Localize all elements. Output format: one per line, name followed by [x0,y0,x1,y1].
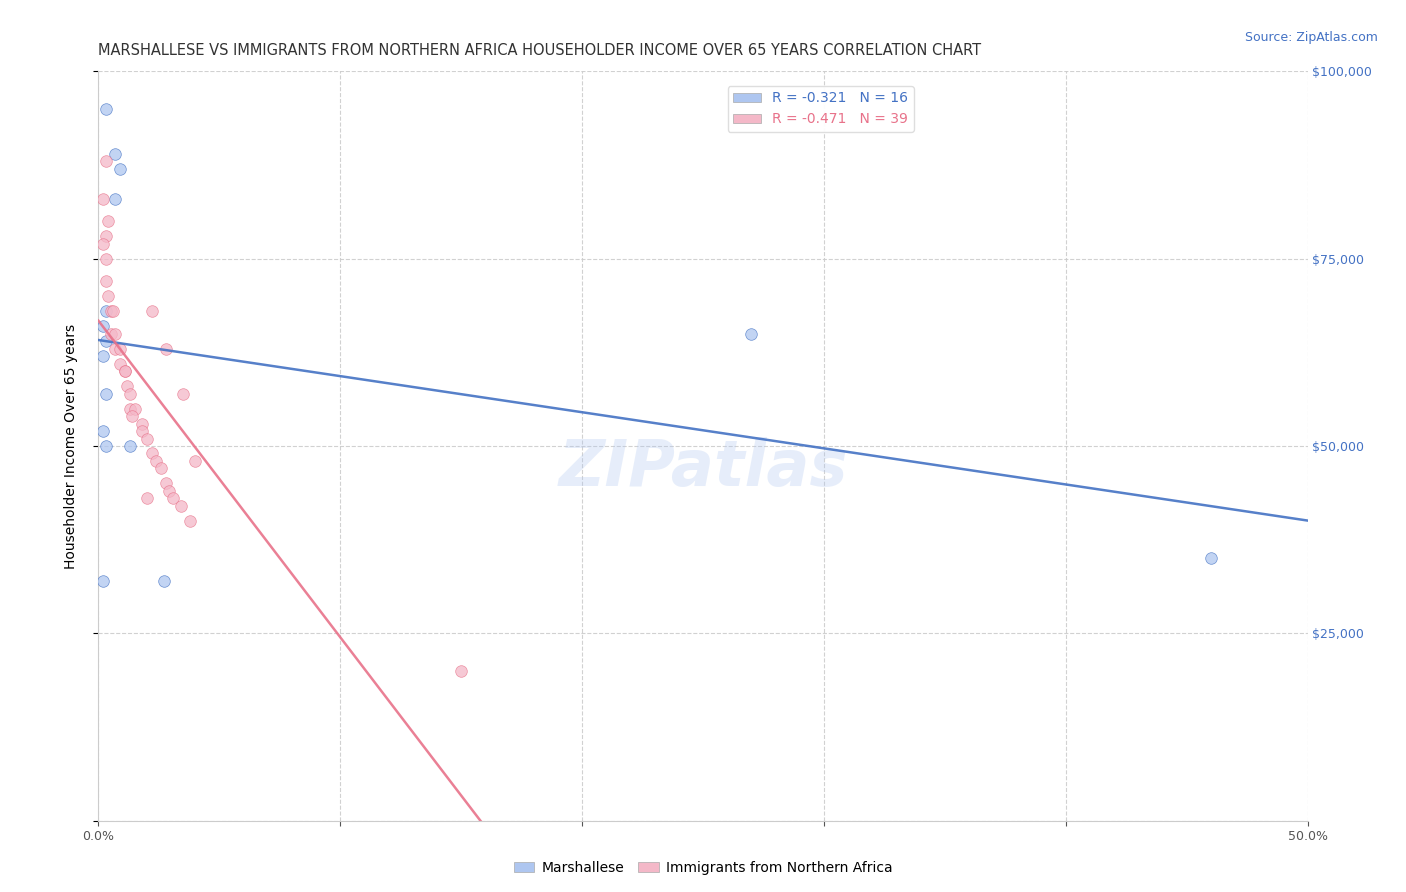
Point [740,326,762,341]
Point [118,401,141,416]
Point [91,424,114,438]
Point [94,304,117,318]
Point [141,304,163,318]
Point [131,424,153,438]
Legend: R = -0.321   N = 16, R = -0.471   N = 39: R = -0.321 N = 16, R = -0.471 N = 39 [728,86,914,132]
Point [104,326,127,341]
Point [114,364,136,378]
Point [94,154,117,169]
Text: ZIPatlas: ZIPatlas [558,437,848,500]
Point [94,229,117,244]
Point [118,439,141,453]
Text: Source: ZipAtlas.com: Source: ZipAtlas.com [1244,31,1378,45]
Point [91,349,114,363]
Point [450,664,472,678]
Point [184,454,207,468]
Point [97,214,120,228]
Point [121,409,143,423]
Point [141,446,163,460]
Point [124,401,146,416]
Point [104,146,127,161]
Point [162,491,184,506]
Point [94,334,117,348]
Point [104,342,127,356]
Y-axis label: Householder Income Over 65 years: Householder Income Over 65 years [63,324,77,568]
Point [155,476,177,491]
Point [118,386,141,401]
Point [135,491,157,506]
Point [169,499,191,513]
Point [91,574,114,588]
Point [179,514,201,528]
Point [152,574,174,588]
Text: MARSHALLESE VS IMMIGRANTS FROM NORTHERN AFRICA HOUSEHOLDER INCOME OVER 65 YEARS : MARSHALLESE VS IMMIGRANTS FROM NORTHERN … [98,43,981,58]
Point [155,342,177,356]
Point [172,386,194,401]
Point [94,102,117,116]
Point [114,364,136,378]
Point [100,326,122,341]
Point [1199,551,1222,566]
Point [131,417,153,431]
Point [117,379,139,393]
Point [108,342,131,356]
Point [94,252,117,266]
Point [91,192,114,206]
Point [94,386,117,401]
Point [157,483,180,498]
Point [104,192,127,206]
Point [108,161,131,176]
Point [91,319,114,334]
Point [91,236,114,251]
Legend: Marshallese, Immigrants from Northern Africa: Marshallese, Immigrants from Northern Af… [508,855,898,880]
Point [100,304,122,318]
Point [97,289,120,303]
Point [108,357,131,371]
Point [135,432,157,446]
Point [150,461,173,475]
Point [101,304,124,318]
Point [94,274,117,288]
Point [145,454,167,468]
Point [94,439,117,453]
